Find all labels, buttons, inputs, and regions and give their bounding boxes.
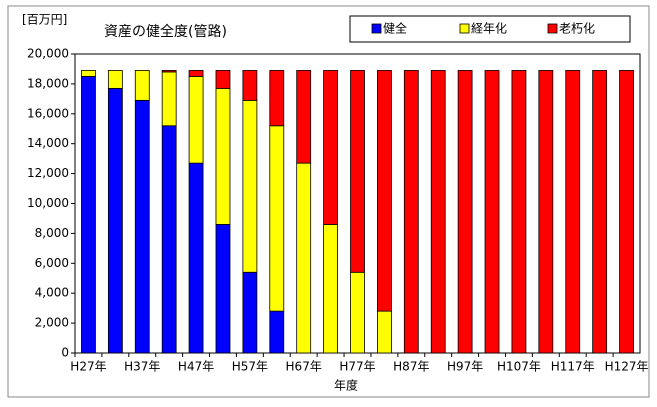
x-tick-label: H87年 (393, 360, 429, 374)
x-tick-label: H27年 (70, 360, 106, 374)
bar-segment (107, 87, 123, 354)
bar-segment (161, 70, 177, 73)
bar-segment (430, 70, 446, 354)
bar-segment (323, 70, 338, 225)
bar-segment (269, 70, 285, 127)
bar-segment (188, 70, 204, 77)
x-axis-label: 年度 (334, 378, 358, 393)
bar-segment (592, 70, 608, 354)
y-tick-label: 16,000 (27, 106, 69, 120)
legend-label: 老朽化 (559, 22, 595, 36)
bar-segment (242, 271, 258, 354)
y-tick-label: 18,000 (27, 76, 69, 90)
bar-segment (538, 70, 554, 354)
legend-swatch (371, 23, 382, 34)
x-tick-label: H67年 (286, 360, 322, 374)
y-tick-label: 8,000 (35, 226, 69, 240)
y-unit-label: [百万円] (22, 13, 67, 27)
y-tick-label: 10,000 (27, 196, 69, 210)
bar-segment (81, 70, 96, 77)
y-tick-label: 0 (61, 346, 69, 360)
x-tick-label: H77年 (339, 360, 375, 374)
x-tick-label: H127年 (605, 360, 649, 374)
bar-segment (457, 70, 473, 354)
y-tick-label: 12,000 (27, 166, 69, 180)
bar-segment (269, 125, 285, 312)
y-tick-label: 20,000 (27, 47, 69, 61)
bar-segment (377, 70, 392, 312)
legend-swatch (547, 23, 558, 34)
chart-title: 資産の健全度(管路) (104, 23, 227, 40)
bar-segment (134, 99, 150, 354)
bar-segment (296, 162, 312, 354)
bar-segment (215, 224, 231, 354)
bar-segment (484, 70, 500, 354)
bar-segment (619, 70, 634, 354)
x-tick-label: H97年 (447, 360, 483, 374)
x-tick-label: H47年 (178, 360, 214, 374)
bar-segment (215, 87, 231, 225)
legend-box (349, 15, 631, 43)
bar-segment (242, 99, 258, 273)
bar-segment (350, 271, 365, 354)
x-tick-label: H107年 (497, 360, 541, 374)
bar-segment (161, 125, 177, 354)
x-tick-label: H57年 (232, 360, 268, 374)
bar-segment (242, 70, 258, 101)
legend-label: 経年化 (471, 22, 507, 36)
y-tick-label: 4,000 (35, 286, 69, 300)
bar-segment (350, 70, 365, 273)
y-tick-label: 2,000 (35, 316, 69, 330)
bar-segment (323, 224, 338, 354)
bar-segment (81, 76, 96, 354)
bar-segment (403, 70, 419, 354)
bar-segment (511, 70, 527, 354)
bar-segment (377, 310, 392, 354)
legend-swatch (459, 23, 470, 34)
bar-segment (269, 310, 285, 354)
bar-segment (565, 70, 581, 354)
bar-segment (188, 76, 204, 164)
x-tick-label: H37年 (124, 360, 160, 374)
y-tick-label: 6,000 (35, 256, 69, 270)
legend-label: 健全 (383, 21, 407, 36)
x-tick-label: H117年 (551, 360, 595, 374)
bar-segment (188, 162, 204, 354)
bar-segment (161, 71, 177, 127)
bar-segment (134, 70, 150, 101)
bar-segment (107, 70, 123, 89)
bar-segment (296, 70, 312, 164)
bar-segment (215, 70, 231, 89)
y-tick-label: 14,000 (27, 136, 69, 150)
